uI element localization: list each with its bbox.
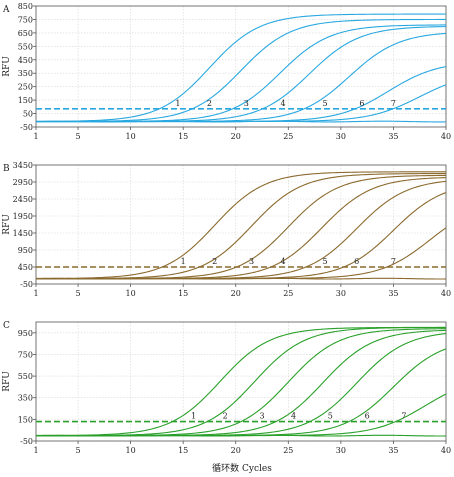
chart-panels: 1 5 10 15 20 25 30 35 40-50501502503504505506507… bbox=[2, 2, 451, 455]
plot-area bbox=[36, 165, 446, 284]
curve-label: 4 bbox=[291, 412, 296, 421]
curve-label: 7 bbox=[391, 257, 396, 266]
amplification-curve bbox=[35, 434, 447, 437]
curve-label: 2 bbox=[207, 99, 212, 108]
curve-label: 4 bbox=[281, 99, 286, 108]
amplification-curve bbox=[35, 277, 447, 280]
amplification-curve bbox=[35, 171, 446, 280]
y-tick-label: 2450 bbox=[13, 195, 33, 204]
y-axis-label: RFU bbox=[2, 371, 12, 392]
x-tick-label: 35 bbox=[388, 446, 398, 455]
x-tick-label: 10 bbox=[126, 132, 136, 141]
amplification-curve bbox=[35, 120, 447, 123]
x-tick-label: 40 bbox=[441, 289, 451, 298]
x-tick-label: 1 bbox=[33, 132, 38, 141]
curve-label: 3 bbox=[249, 257, 254, 266]
curve-label: 5 bbox=[323, 99, 328, 108]
curve-label: 2 bbox=[212, 257, 217, 266]
x-tick-label: 20 bbox=[231, 132, 241, 141]
x-axis-label: 循环数 Cycles bbox=[212, 462, 272, 474]
curve-label: 6 bbox=[359, 99, 364, 108]
plot-area bbox=[36, 322, 446, 441]
curve-label: 7 bbox=[391, 99, 396, 108]
y-tick-label: 550 bbox=[18, 372, 33, 381]
x-tick-label: 15 bbox=[178, 289, 188, 298]
y-tick-label: 550 bbox=[18, 42, 33, 51]
x-tick-label: 25 bbox=[283, 446, 293, 455]
curve-label: 7 bbox=[401, 412, 406, 421]
curve-label: 2 bbox=[223, 412, 228, 421]
x-tick-label: 20 bbox=[231, 289, 241, 298]
y-tick-label: 950 bbox=[18, 329, 33, 338]
x-tick-label: 40 bbox=[441, 446, 451, 455]
chart-panel-A: 1 5 10 15 20 25 30 35 40-50501502503504505506507… bbox=[2, 2, 451, 141]
y-axis-label: RFU bbox=[2, 56, 12, 77]
panel-letter: C bbox=[3, 321, 10, 331]
y-tick-label: 1950 bbox=[13, 212, 33, 221]
x-tick-label: 30 bbox=[336, 289, 346, 298]
x-tick-label: 15 bbox=[178, 446, 188, 455]
curve-label: 4 bbox=[281, 257, 286, 266]
y-tick-label: -50 bbox=[20, 123, 33, 132]
plot-frame bbox=[35, 5, 447, 128]
y-tick-label: 50 bbox=[23, 110, 33, 119]
y-tick-label: 3450 bbox=[13, 161, 33, 170]
y-tick-label: 150 bbox=[18, 415, 33, 424]
x-tick-label: 1 bbox=[33, 446, 38, 455]
y-tick-label: -50 bbox=[20, 280, 33, 289]
y-tick-label: 950 bbox=[18, 246, 33, 255]
curve-label: 6 bbox=[354, 257, 359, 266]
y-tick-label: 450 bbox=[18, 56, 33, 65]
x-tick-label: 5 bbox=[76, 289, 81, 298]
y-tick-label: 650 bbox=[18, 29, 33, 38]
panel-letter: B bbox=[3, 164, 10, 174]
curve-label: 1 bbox=[181, 257, 186, 266]
x-tick-label: 25 bbox=[283, 289, 293, 298]
y-tick-label: 850 bbox=[18, 2, 33, 11]
x-tick-label: 5 bbox=[76, 446, 81, 455]
curve-label: 5 bbox=[328, 412, 333, 421]
x-tick-label: 10 bbox=[126, 289, 136, 298]
curve-label: 1 bbox=[175, 99, 180, 108]
y-tick-label: 450 bbox=[18, 263, 33, 272]
x-tick-label: 30 bbox=[336, 446, 346, 455]
x-tick-label: 40 bbox=[441, 132, 451, 141]
y-tick-label: 250 bbox=[18, 83, 33, 92]
y-tick-label: 150 bbox=[18, 96, 33, 105]
y-tick-label: 750 bbox=[18, 350, 33, 359]
curve-label: 5 bbox=[323, 257, 328, 266]
curve-label: 6 bbox=[365, 412, 370, 421]
panel-letter: A bbox=[2, 5, 10, 15]
y-tick-label: -50 bbox=[20, 437, 33, 446]
amplification-curve bbox=[35, 326, 446, 437]
plot-frame bbox=[35, 164, 447, 285]
y-tick-label: 1450 bbox=[13, 229, 33, 238]
x-tick-label: 35 bbox=[388, 132, 398, 141]
plot-area bbox=[36, 6, 446, 127]
y-tick-label: 750 bbox=[18, 15, 33, 24]
y-tick-label: 350 bbox=[18, 394, 33, 403]
x-tick-label: 30 bbox=[336, 132, 346, 141]
y-tick-label: 2950 bbox=[13, 178, 33, 187]
x-tick-label: 25 bbox=[283, 132, 293, 141]
chart-panel-B: 1 5 10 15 20 25 30 35 40-50450950145019502450295… bbox=[2, 161, 451, 298]
x-tick-label: 5 bbox=[76, 132, 81, 141]
y-axis-label: RFU bbox=[2, 214, 12, 235]
curve-label: 1 bbox=[191, 412, 196, 421]
x-tick-label: 1 bbox=[33, 289, 38, 298]
y-tick-label: 350 bbox=[18, 69, 33, 78]
curve-label: 3 bbox=[259, 412, 264, 421]
x-tick-label: 10 bbox=[126, 446, 136, 455]
amplification-curve bbox=[35, 13, 446, 122]
curve-label: 3 bbox=[244, 99, 249, 108]
plot-frame bbox=[35, 321, 447, 442]
x-tick-label: 20 bbox=[231, 446, 241, 455]
x-tick-label: 35 bbox=[388, 289, 398, 298]
x-tick-label: 15 bbox=[178, 132, 188, 141]
